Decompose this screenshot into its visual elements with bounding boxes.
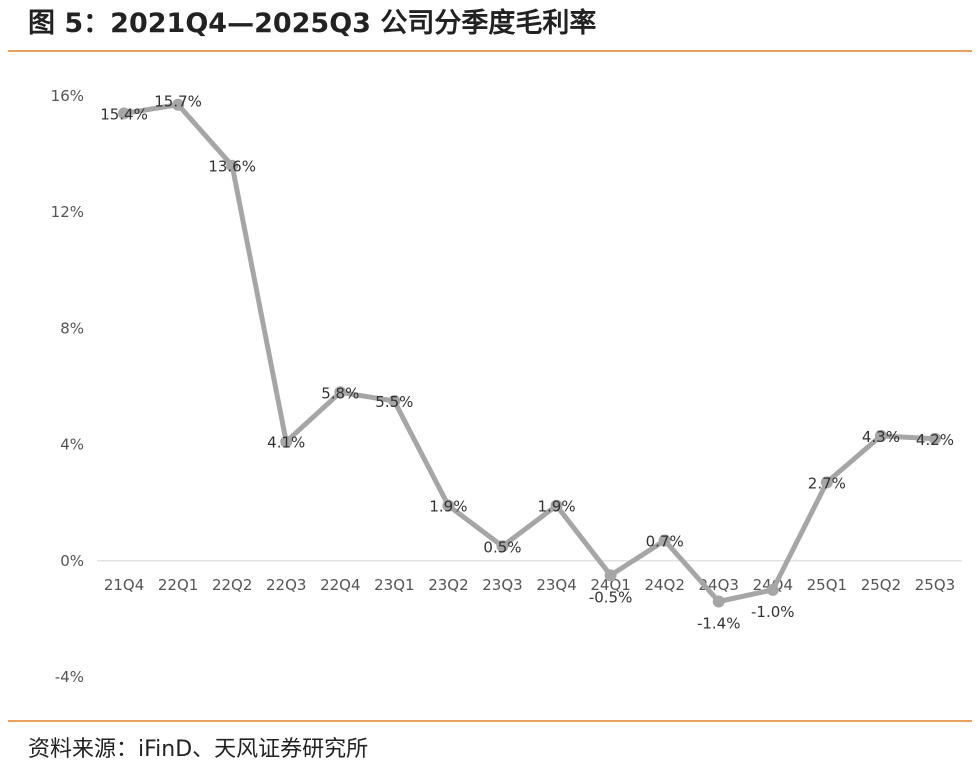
y-tick-label: 8%: [60, 319, 84, 337]
x-tick-label: 22Q4: [320, 576, 360, 594]
data-label: -0.5%: [589, 588, 633, 606]
data-point: [496, 540, 509, 553]
title-divider: [8, 50, 972, 52]
y-tick-label: 16%: [51, 87, 84, 105]
x-tick-label: 24Q1: [590, 576, 630, 594]
x-axis-tick-labels: 21Q4 22Q1 22Q2 22Q3 22Q4 23Q1 23Q2 23Q3 23Q4 24Q1…: [104, 576, 955, 594]
data-point: [820, 476, 833, 489]
x-tick-label: 22Q3: [266, 576, 306, 594]
data-point: [388, 395, 401, 408]
y-tick-label: 4%: [60, 436, 84, 454]
x-tick-label: 21Q4: [104, 576, 144, 594]
data-label: 2.7%: [808, 474, 846, 492]
y-tick-label: -4%: [55, 668, 84, 686]
data-label: 15.7%: [154, 93, 202, 111]
y-axis-tick-labels: 16% 12% 8% 4% 0% -4%: [51, 87, 84, 686]
series-line: [121, 102, 938, 604]
data-point: [172, 98, 185, 111]
data-point: [442, 499, 455, 512]
x-tick-label: 25Q2: [861, 576, 901, 594]
data-point: [604, 569, 617, 582]
x-tick-label: 22Q1: [158, 576, 198, 594]
data-point: [874, 429, 887, 442]
data-label: 4.3%: [862, 428, 900, 446]
source-note: 资料来源：iFinD、天风证券研究所: [28, 737, 369, 762]
data-point: [334, 386, 347, 399]
data-label: 0.7%: [646, 532, 684, 550]
data-point: [280, 435, 293, 448]
y-tick-label: 12%: [51, 203, 84, 221]
data-point: [766, 583, 779, 596]
x-tick-label: 25Q1: [807, 576, 847, 594]
data-label: 15.4%: [100, 105, 148, 123]
x-tick-label: 23Q2: [428, 576, 468, 594]
y-tick-label: 0%: [60, 552, 84, 570]
x-tick-label: 22Q2: [212, 576, 252, 594]
x-tick-label: 25Q3: [915, 576, 955, 594]
data-label: 1.9%: [537, 498, 575, 516]
gross-margin-line-chart: 16% 12% 8% 4% 0% -4% 21Q4 22Q1 22Q2 22Q3 22Q4 23Q1…: [51, 87, 962, 686]
data-label: -1.0%: [751, 603, 795, 621]
data-label: 0.5%: [483, 538, 521, 556]
data-label: -1.4%: [697, 614, 741, 632]
data-label: 4.1%: [267, 434, 305, 452]
data-point: [550, 499, 563, 512]
data-label: 13.6%: [208, 158, 256, 176]
x-tick-label: 23Q3: [482, 576, 522, 594]
data-label: 5.5%: [375, 393, 413, 411]
data-point: [712, 595, 725, 608]
data-points: [118, 98, 941, 608]
data-labels: 15.4% 15.7% 13.6% 4.1% 5.8% 5.5% 1.9% 0.5% 1.9% -…: [100, 93, 954, 633]
data-point: [118, 107, 131, 120]
data-label: 4.2%: [916, 431, 954, 449]
data-point: [226, 159, 239, 172]
x-tick-label: 24Q2: [644, 576, 684, 594]
figure-title: 图 5：2021Q4—2025Q3 公司分季度毛利率: [28, 8, 597, 39]
data-label: 1.9%: [429, 498, 467, 516]
source-divider: [8, 720, 972, 722]
x-tick-label: 23Q4: [536, 576, 576, 594]
data-point: [658, 534, 671, 547]
x-tick-label: 23Q1: [374, 576, 414, 594]
data-point: [928, 432, 941, 445]
data-label: 5.8%: [321, 384, 359, 402]
